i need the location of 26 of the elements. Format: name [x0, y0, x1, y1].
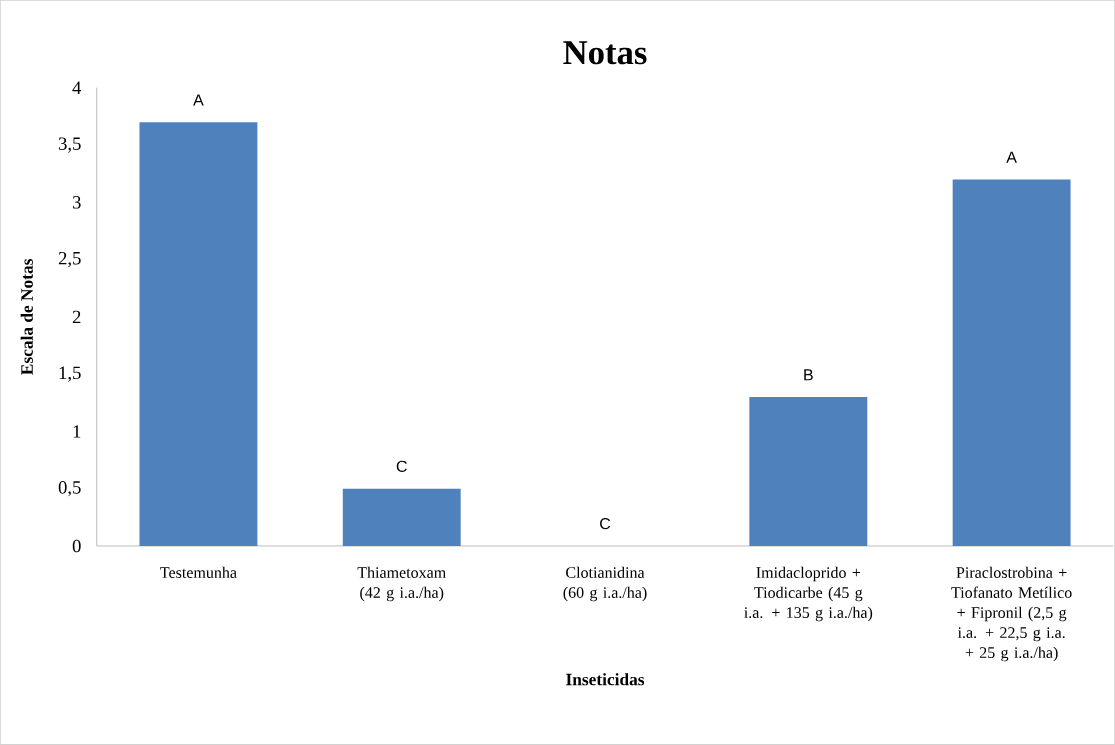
annotation: C [396, 460, 407, 473]
x-tick-label: Imidacloprido + Tiodicarbe (45 g i.a. + 135 g i.a./ha) [744, 566, 873, 622]
annotation: A [1006, 151, 1017, 163]
bar [342, 488, 461, 547]
x-axis-title: Inseticidas [566, 673, 645, 686]
y-tick-label: 2,5 [58, 252, 81, 268]
y-tick-label: 0,5 [58, 481, 81, 497]
y-tick-label: 3,5 [58, 137, 81, 153]
y-tick-label: 4 [72, 81, 82, 94]
chart-title: Notas [563, 41, 647, 65]
bar [952, 179, 1071, 547]
bar [749, 397, 868, 547]
y-axis-title: Escala de Notas [20, 259, 33, 375]
y-tick-label: 1 [73, 425, 81, 438]
annotation: C [600, 518, 611, 530]
bar [139, 122, 258, 547]
x-tick-label: Thiametoxam (42 g i.a./ha) [357, 566, 446, 602]
x-tick-label: Testemunha [160, 566, 237, 579]
x-tick-label: Piraclostrobina + Tiofanato Metílico + Fipronil (2,5 g i.a. + 22,5 g i.a. + 25 g i.a./ha) [951, 566, 1072, 662]
y-tick-label: 2 [72, 310, 81, 324]
annotation: B [804, 369, 813, 381]
y-tick-label: 0 [72, 539, 81, 553]
y-tick-label: 1,5 [59, 366, 81, 382]
x-tick-label: Clotianidina (60 g i.a./ha) [563, 566, 647, 602]
y-tick-label: 3 [72, 196, 81, 209]
annotation: A [193, 94, 204, 106]
